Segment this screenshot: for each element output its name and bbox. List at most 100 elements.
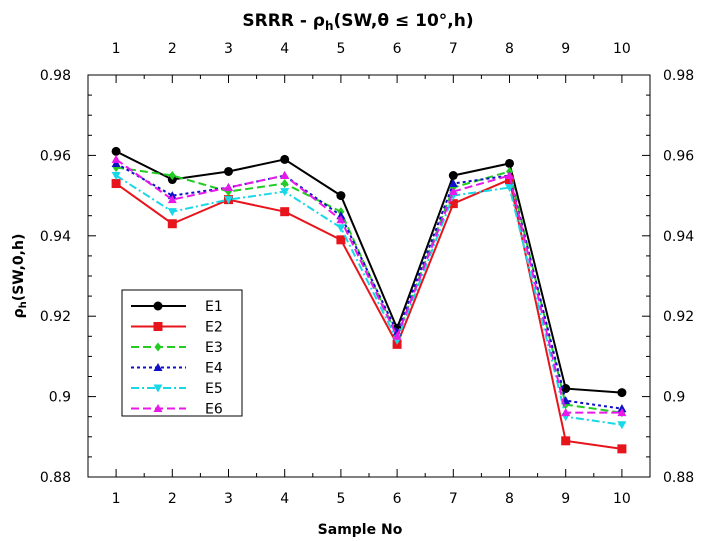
x-tick-label: 1 xyxy=(112,491,121,507)
x-bottom-tick-labels: 1 2 3 4 5 6 7 8 9 10 xyxy=(112,491,631,507)
data-point-e1 xyxy=(224,166,233,176)
x-top-tick-label: 8 xyxy=(505,41,514,57)
chart-title-main: SRRR - ρ xyxy=(242,11,325,31)
x-tick-label: 6 xyxy=(393,491,402,507)
chart-title-subscript: h xyxy=(325,19,334,33)
data-point-e6 xyxy=(280,171,290,179)
series-line-e5 xyxy=(115,174,623,426)
x-tick-label: 4 xyxy=(280,491,289,507)
data-point-e2 xyxy=(111,179,121,189)
data-point-e2 xyxy=(167,219,177,229)
y-tick-label: 0.88 xyxy=(40,470,71,486)
y-right-tick-label: 0.9 xyxy=(663,390,685,406)
y-right-tick-label: 0.92 xyxy=(663,309,694,325)
data-point-e1 xyxy=(111,146,121,156)
data-point-e6 xyxy=(505,171,514,179)
data-point-e1 xyxy=(561,384,571,394)
legend-item-e2: E2 xyxy=(131,320,223,336)
data-point-e5 xyxy=(280,188,290,197)
data-point-e6 xyxy=(167,195,177,204)
x-tick-label: 9 xyxy=(561,491,570,507)
series-lines xyxy=(111,146,627,454)
y-tick-label: 0.9 xyxy=(49,390,71,406)
data-point-e5 xyxy=(505,184,514,193)
series-line-e1 xyxy=(115,150,622,394)
legend-label: E1 xyxy=(205,299,223,315)
data-point-e5 xyxy=(617,421,627,430)
y-tick-label: 0.92 xyxy=(40,309,71,325)
data-point-e6 xyxy=(336,215,346,224)
chart-title: SRRR - ρh(SW,θ ≤ 10°,h) xyxy=(242,11,473,33)
y-right-tick-label: 0.94 xyxy=(663,229,694,245)
data-point-e3 xyxy=(281,179,289,189)
data-point-e1 xyxy=(617,388,627,398)
legend-box xyxy=(121,289,243,417)
legend-label: E6 xyxy=(205,402,223,418)
x-tick-label: 2 xyxy=(168,491,177,507)
legend-label: E5 xyxy=(205,381,223,397)
data-point-e6 xyxy=(111,154,121,163)
legend-marker xyxy=(154,342,162,352)
data-point-e1 xyxy=(505,158,514,168)
y-tick-label: 0.94 xyxy=(40,229,71,245)
y-right-tick-label: 0.96 xyxy=(663,148,694,164)
series-line-e2 xyxy=(115,178,623,450)
series-e2 xyxy=(111,175,627,454)
y-tick-label: 0.98 xyxy=(40,68,71,84)
legend: E1 E2 E3 E4 E5 E6 xyxy=(121,289,243,418)
legend-marker xyxy=(153,404,163,412)
x-top-tick-label: 3 xyxy=(224,41,233,57)
x-top-tick-label: 10 xyxy=(613,41,631,57)
x-axis-label: Sample No xyxy=(318,522,403,538)
legend-item-e3: E3 xyxy=(131,340,223,356)
data-point-e6 xyxy=(448,187,458,196)
axis-ticks xyxy=(88,74,650,478)
legend-marker xyxy=(153,322,163,331)
legend-marker xyxy=(153,384,163,393)
legend-item-e6: E6 xyxy=(131,402,223,418)
legend-label: E3 xyxy=(205,340,223,356)
legend-label: E2 xyxy=(205,320,223,336)
x-top-tick-label: 5 xyxy=(336,41,345,57)
data-point-e3 xyxy=(168,171,176,180)
legend-item-e1: E1 xyxy=(131,299,223,315)
data-point-e1 xyxy=(448,171,458,180)
legend-marker xyxy=(153,301,163,311)
legend-item-e5: E5 xyxy=(131,381,223,397)
legend-label: E4 xyxy=(205,361,223,377)
data-point-e4 xyxy=(617,404,627,413)
data-point-e2 xyxy=(280,207,290,217)
y-axis-label-rest: (SW,0,h) xyxy=(11,234,27,302)
data-point-e6 xyxy=(224,183,233,192)
y-axis-label: ρh(SW,0,h) xyxy=(11,234,29,319)
data-point-e2 xyxy=(448,199,458,209)
series-line-e6 xyxy=(115,158,622,414)
y-axis-label-subscript: h xyxy=(18,301,29,308)
y-right-tick-label: 0.88 xyxy=(663,470,694,486)
y-right-tick-labels: 0.88 0.9 0.92 0.94 0.96 0.98 xyxy=(663,68,694,486)
y-right-tick-label: 0.98 xyxy=(663,68,694,84)
data-point-e2 xyxy=(336,235,346,245)
data-point-e5 xyxy=(111,172,121,180)
data-point-e6 xyxy=(561,408,571,417)
legend-item-e4: E4 xyxy=(131,361,223,377)
data-point-e4 xyxy=(448,179,458,188)
data-point-e2 xyxy=(561,436,571,446)
data-point-e5 xyxy=(224,196,233,205)
series-e6 xyxy=(111,154,627,417)
x-top-tick-labels: 1 2 3 4 5 6 7 8 9 10 xyxy=(112,41,631,57)
y-tick-label: 0.96 xyxy=(40,148,71,164)
x-tick-label: 3 xyxy=(224,491,233,507)
data-point-e1 xyxy=(280,154,290,164)
data-point-e6 xyxy=(392,331,402,340)
y-axis-label-main: ρ xyxy=(11,308,27,318)
x-tick-label: 5 xyxy=(336,491,345,507)
legend-marker xyxy=(153,363,163,371)
x-top-tick-label: 2 xyxy=(168,41,177,57)
data-point-e6 xyxy=(617,408,627,417)
x-top-tick-label: 9 xyxy=(561,41,570,57)
x-top-tick-label: 1 xyxy=(112,41,121,57)
x-top-tick-label: 6 xyxy=(393,41,402,57)
series-line-e4 xyxy=(115,162,623,410)
data-point-e1 xyxy=(336,191,346,201)
